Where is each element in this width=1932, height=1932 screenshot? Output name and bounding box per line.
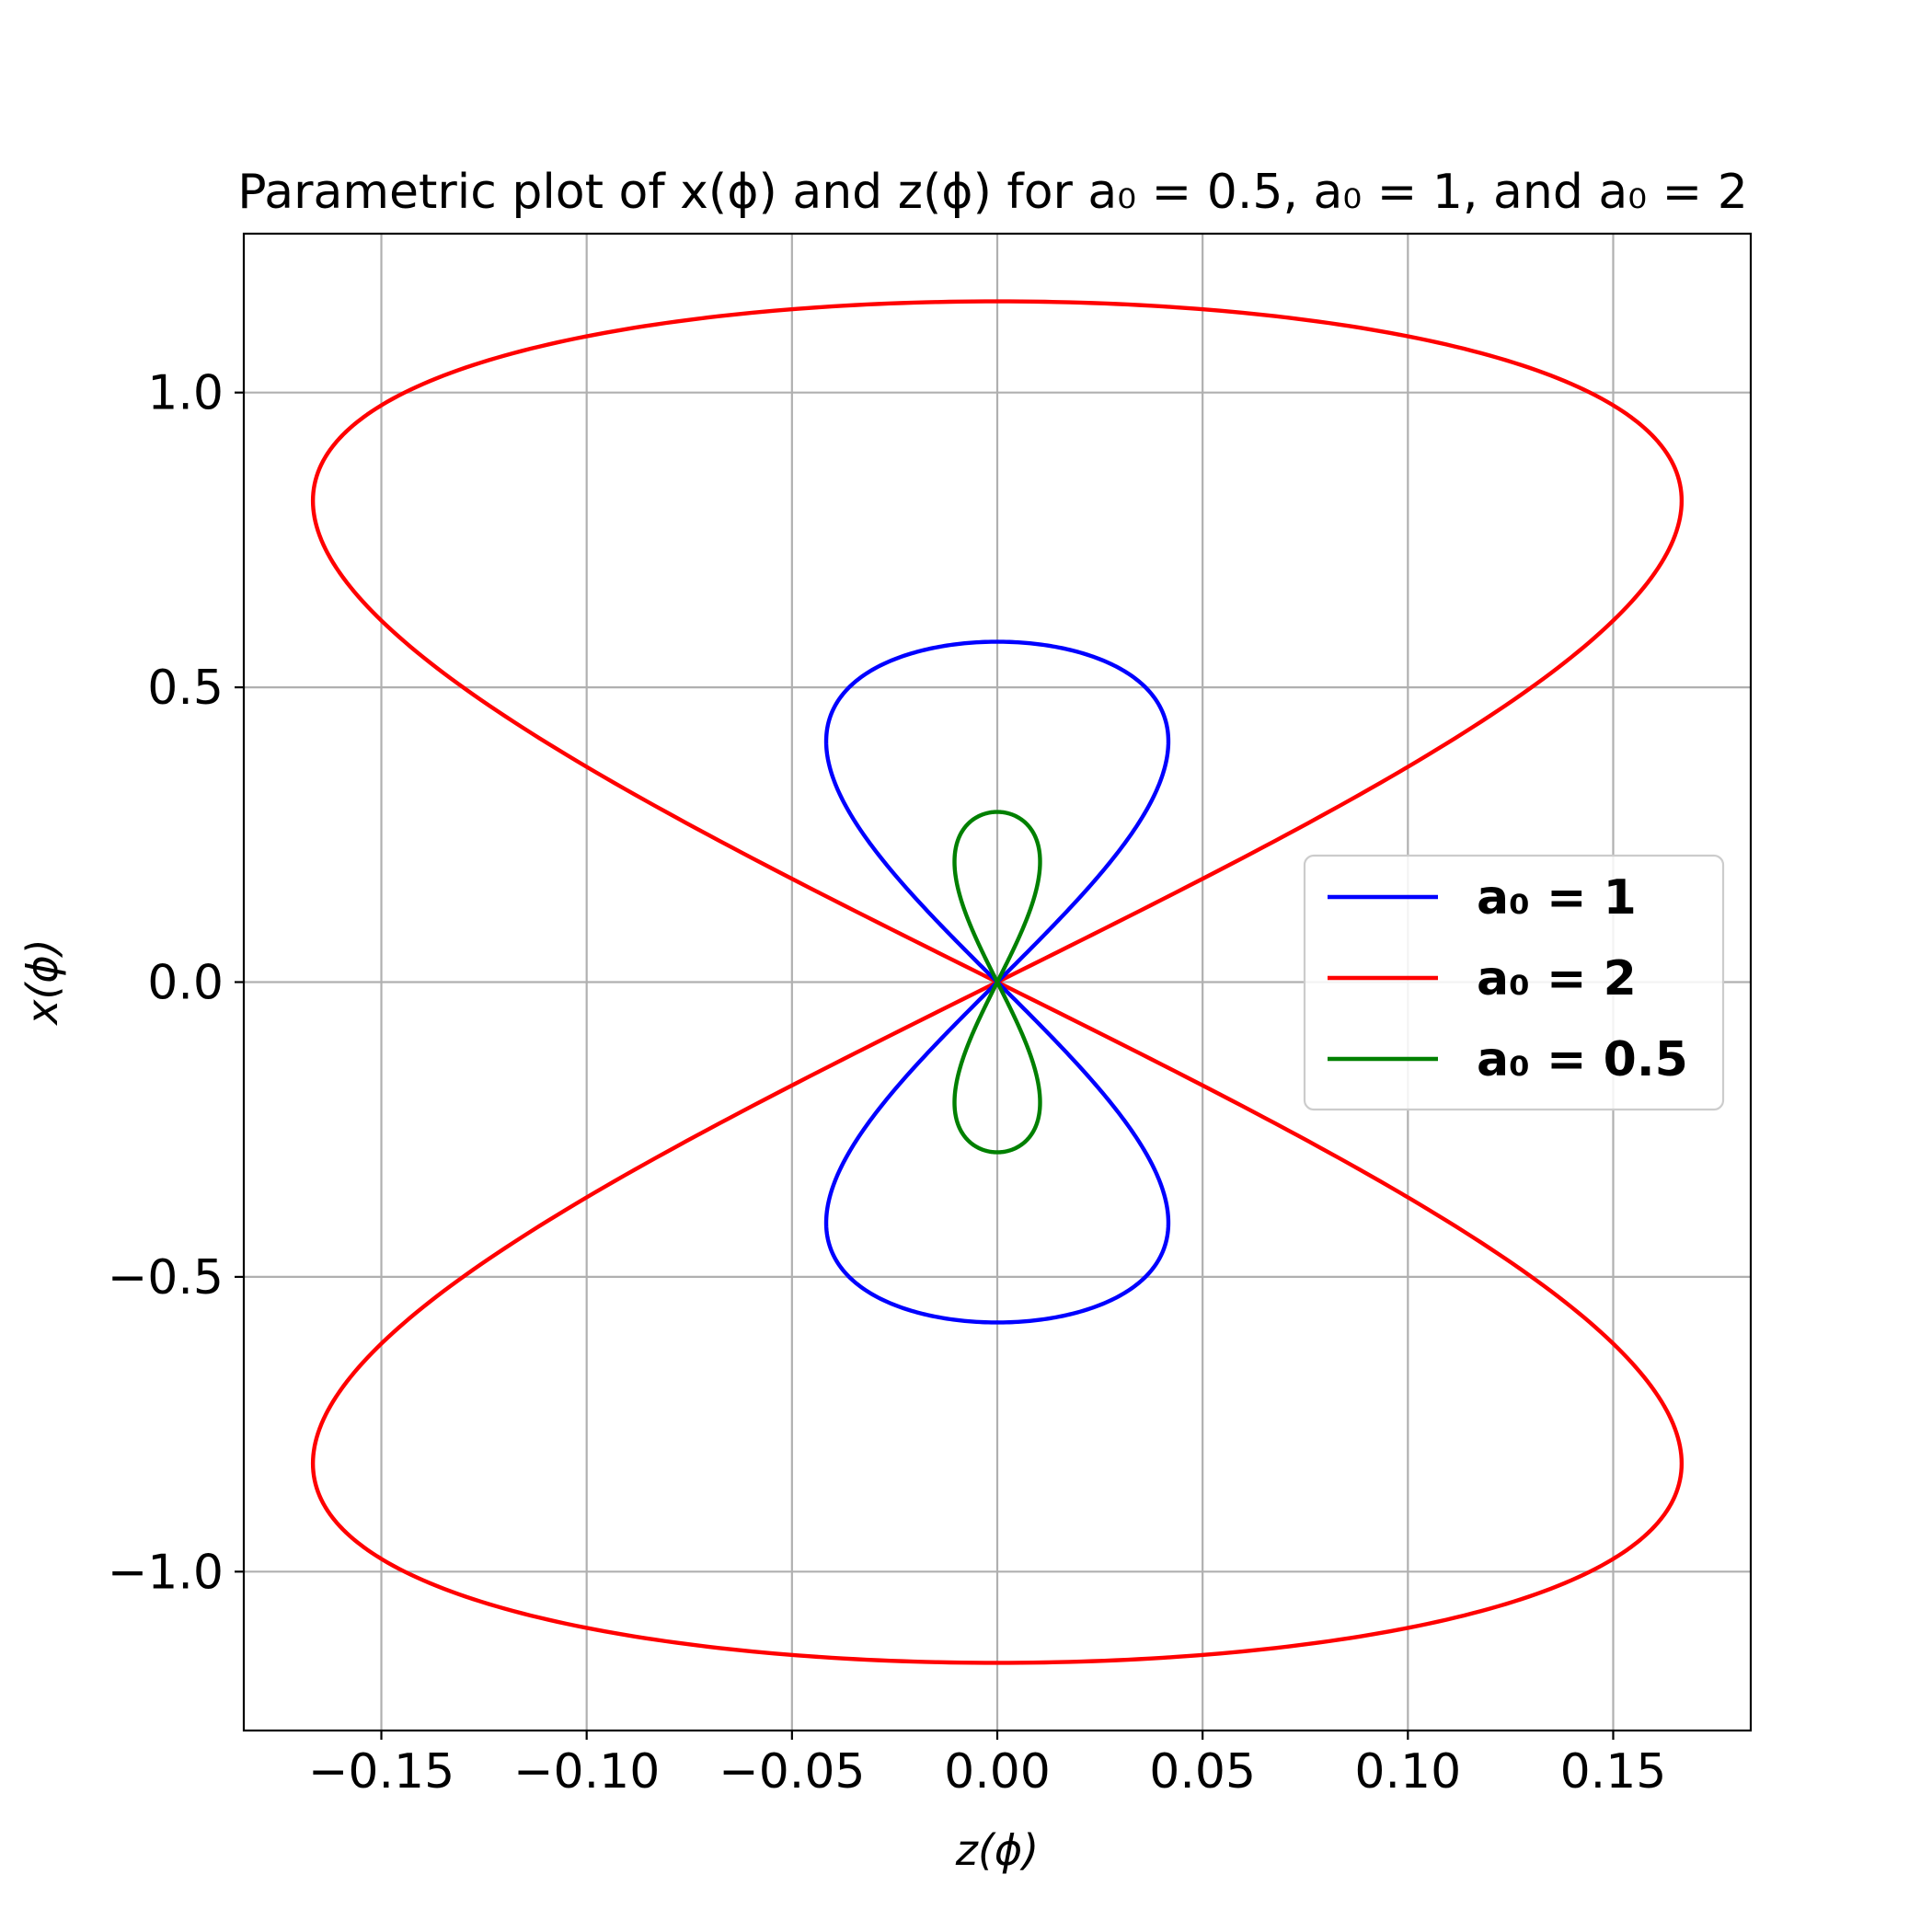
series-line-a0-0-5 — [952, 810, 1042, 1155]
y-tick-label: 0.5 — [147, 661, 224, 716]
x-tick-label: 0.05 — [1149, 1744, 1256, 1800]
y-tick-label: 1.0 — [147, 366, 224, 421]
x-axis-label: z(ϕ) — [955, 1825, 1039, 1875]
x-tick-label: 0.15 — [1560, 1744, 1667, 1800]
chart-title: Parametric plot of x(ϕ) and z(ϕ) for a₀ … — [237, 165, 1748, 220]
legend-label: a₀ = 1 — [1477, 870, 1637, 926]
y-tick-label: 0.0 — [147, 956, 224, 1011]
x-tick-label: −0.15 — [308, 1744, 454, 1800]
y-axis-ticks: −1.0 −0.5 0.0 0.5 1.0 — [108, 366, 244, 1600]
y-axis-label: x(ϕ) — [17, 938, 67, 1026]
series-layer — [310, 299, 1685, 1665]
x-tick-label: −0.05 — [719, 1744, 865, 1800]
x-tick-label: 0.00 — [944, 1744, 1051, 1800]
legend-box — [1303, 854, 1725, 1111]
legend-label: a₀ = 2 — [1477, 951, 1637, 1006]
y-tick-label: −1.0 — [108, 1545, 224, 1600]
y-tick-label: −0.5 — [108, 1250, 224, 1305]
legend-label: a₀ = 0.5 — [1477, 1032, 1688, 1087]
x-tick-label: 0.10 — [1354, 1744, 1461, 1800]
x-tick-label: −0.10 — [513, 1744, 660, 1800]
legend: a₀ = 1 a₀ = 2 a₀ = 0.5 — [1303, 854, 1725, 1111]
x-axis-ticks: −0.15 −0.10 −0.05 0.00 0.05 0.10 0.15 — [308, 1731, 1667, 1800]
